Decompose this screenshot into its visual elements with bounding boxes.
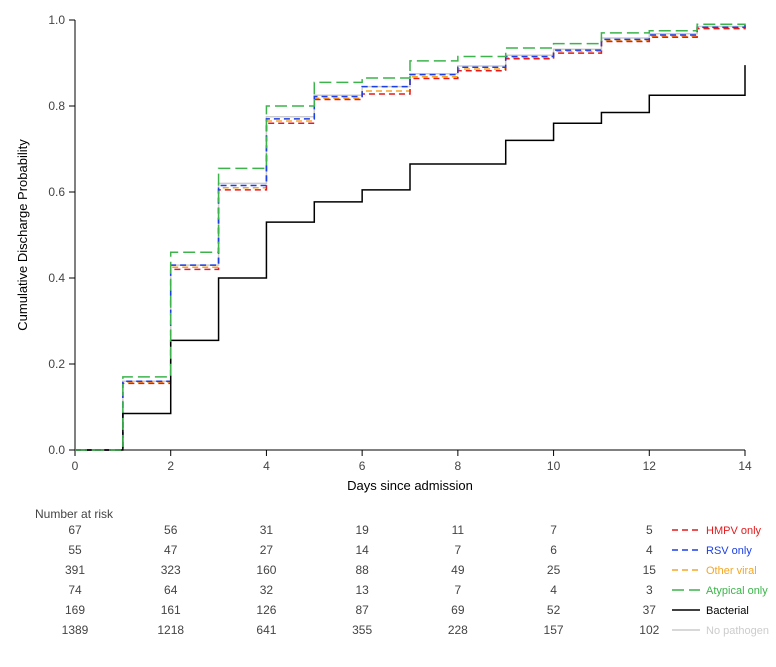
y-tick-label: 0.8: [48, 99, 65, 113]
risk-cell: 157: [544, 623, 564, 637]
risk-cell: 4: [550, 583, 557, 597]
risk-cell: 1389: [62, 623, 89, 637]
chart-svg: 0.0 0.2 0.4 0.6 0.8 1.0 0 2 4 6 8 10 12 14 Days since …: [0, 0, 776, 667]
risk-cell: 67: [68, 523, 82, 537]
risk-cell: 4: [646, 543, 653, 557]
risk-cell: 5: [646, 523, 653, 537]
risk-cell: 49: [451, 563, 465, 577]
risk-cell: 126: [256, 603, 276, 617]
risk-cell: 56: [164, 523, 178, 537]
risk-cell: 69: [451, 603, 465, 617]
risk-cell: 32: [260, 583, 274, 597]
risk-cell: 228: [448, 623, 468, 637]
y-tick-label: 0.0: [48, 443, 65, 457]
risk-cell: 15: [643, 563, 657, 577]
chart-container: 0.0 0.2 0.4 0.6 0.8 1.0 0 2 4 6 8 10 12 14 Days since …: [0, 0, 776, 667]
legend-label: Bacterial: [706, 605, 749, 617]
y-tick-label: 0.2: [48, 357, 65, 371]
risk-cell: 391: [65, 563, 85, 577]
risk-cell: 7: [455, 543, 462, 557]
risk-cell: 47: [164, 543, 178, 557]
x-tick-label: 12: [643, 459, 657, 473]
x-tick-label: 6: [359, 459, 366, 473]
risk-cell: 14: [355, 543, 369, 557]
risk-cell: 161: [161, 603, 181, 617]
risk-cell: 64: [164, 583, 178, 597]
risk-cell: 87: [355, 603, 369, 617]
legend-label: Other viral: [706, 565, 757, 577]
risk-table-title: Number at risk: [35, 507, 114, 521]
legend-label: HMPV only: [706, 525, 762, 537]
risk-cell: 55: [68, 543, 82, 557]
risk-cell: 52: [547, 603, 561, 617]
risk-cell: 37: [643, 603, 657, 617]
risk-cell: 355: [352, 623, 372, 637]
x-tick-label: 4: [263, 459, 270, 473]
risk-cell: 7: [455, 583, 462, 597]
risk-cell: 25: [547, 563, 561, 577]
x-axis-label: Days since admission: [347, 478, 473, 493]
risk-cell: 13: [355, 583, 369, 597]
x-tick-label: 8: [455, 459, 462, 473]
risk-cell: 19: [355, 523, 369, 537]
x-tick-label: 2: [167, 459, 174, 473]
risk-cell: 1218: [157, 623, 184, 637]
y-tick-label: 0.6: [48, 185, 65, 199]
risk-cell: 641: [256, 623, 276, 637]
legend-label: Atypical only: [706, 585, 768, 597]
risk-cell: 160: [256, 563, 276, 577]
risk-cell: 6: [550, 543, 557, 557]
y-tick-label: 0.4: [48, 271, 65, 285]
y-tick-label: 1.0: [48, 13, 65, 27]
risk-cell: 169: [65, 603, 85, 617]
risk-cell: 102: [639, 623, 659, 637]
risk-cell: 31: [260, 523, 274, 537]
risk-cell: 323: [161, 563, 181, 577]
x-tick-label: 14: [738, 459, 752, 473]
x-tick-label: 0: [72, 459, 79, 473]
y-axis-label: Cumulative Discharge Probability: [15, 139, 30, 331]
risk-cell: 11: [452, 523, 465, 537]
legend-label: No pathogen: [706, 625, 769, 637]
legend-label: RSV only: [706, 545, 752, 557]
risk-cell: 74: [68, 583, 82, 597]
risk-cell: 88: [355, 563, 369, 577]
x-tick-label: 10: [547, 459, 561, 473]
risk-cell: 3: [646, 583, 653, 597]
risk-cell: 27: [260, 543, 274, 557]
risk-cell: 7: [550, 523, 557, 537]
chart-bg: [0, 0, 776, 667]
